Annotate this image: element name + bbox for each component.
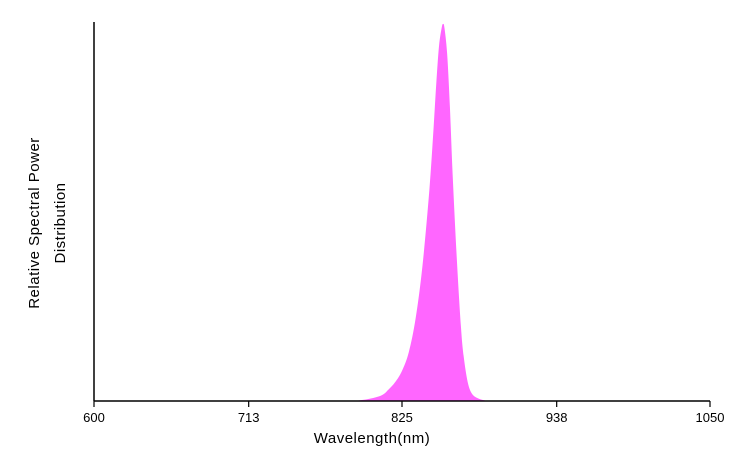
x-tick-label: 938 [546, 410, 568, 425]
x-axis-label: Wavelength(nm) [314, 430, 430, 447]
spectrum-area-series [354, 23, 498, 401]
x-tick-label: 600 [83, 410, 105, 425]
y-axis-label-line-2: Distribution [52, 182, 69, 263]
plot-area [354, 23, 498, 401]
x-tick-label: 1050 [696, 410, 725, 425]
x-tick-label: 713 [238, 410, 260, 425]
y-axis-label-line-1: Relative Spectral Power [26, 137, 43, 309]
x-tick-label: 825 [391, 410, 413, 425]
x-axis-ticks: 600 713 825 938 1050 [83, 401, 724, 425]
